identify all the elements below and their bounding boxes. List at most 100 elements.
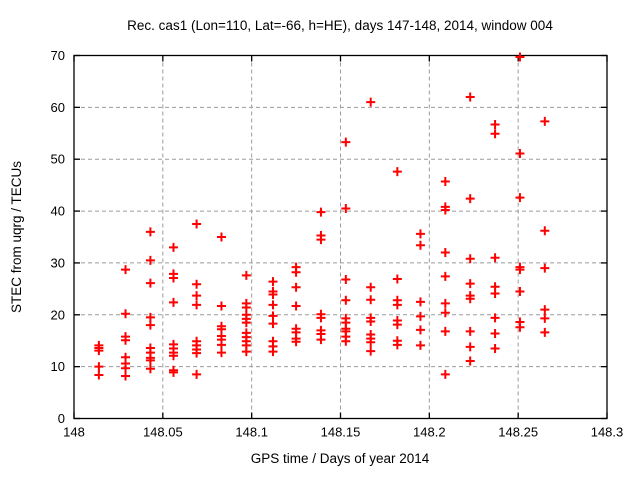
data-point-marker xyxy=(465,279,475,289)
data-point-marker xyxy=(168,351,178,361)
data-point-marker xyxy=(415,229,425,239)
y-tick-label: 0 xyxy=(58,411,65,426)
data-point-marker xyxy=(392,320,402,330)
y-tick-label: 20 xyxy=(51,307,65,322)
data-point-marker xyxy=(540,313,550,323)
y-tick-label: 50 xyxy=(51,152,65,167)
data-point-marker xyxy=(121,363,131,373)
x-axis-label: GPS time / Days of year 2014 xyxy=(251,451,430,466)
data-point-marker xyxy=(465,356,475,366)
data-point-marker xyxy=(216,348,226,358)
chart-title: Rec. cas1 (Lon=110, Lat=-66, h=HE), days… xyxy=(127,18,553,33)
data-point-marker xyxy=(440,308,450,318)
data-point-marker xyxy=(145,227,155,237)
data-point-marker xyxy=(168,297,178,307)
y-tick-label: 10 xyxy=(51,359,65,374)
y-tick-label: 70 xyxy=(51,48,65,63)
data-point-marker xyxy=(94,362,104,372)
data-point-marker xyxy=(415,325,425,335)
data-point-marker xyxy=(192,291,202,301)
data-point-marker xyxy=(291,282,301,292)
data-point-marker xyxy=(145,355,155,365)
data-point-marker xyxy=(540,226,550,236)
x-tick-label: 148.15 xyxy=(321,425,361,440)
data-point-marker xyxy=(366,295,376,305)
data-point-marker xyxy=(341,203,351,213)
data-point-marker xyxy=(366,317,376,327)
data-point-marker xyxy=(291,337,301,347)
data-point-marker xyxy=(415,240,425,250)
data-point-marker xyxy=(465,294,475,304)
data-point-marker xyxy=(268,319,278,329)
data-point-marker xyxy=(515,322,525,332)
data-point-marker xyxy=(145,255,155,265)
data-point-marker xyxy=(121,371,131,381)
data-point-marker xyxy=(216,340,226,350)
data-point-marker xyxy=(316,235,326,245)
data-point-marker xyxy=(241,318,251,328)
data-point-marker xyxy=(366,282,376,292)
data-point-marker xyxy=(440,369,450,379)
data-point-marker xyxy=(121,265,131,275)
data-point-marker xyxy=(268,290,278,300)
data-point-marker xyxy=(121,309,131,319)
data-point-marker xyxy=(490,328,500,338)
data-point-marker xyxy=(540,327,550,337)
data-point-marker xyxy=(440,326,450,336)
x-tick-label: 148.25 xyxy=(498,425,538,440)
data-point-marker xyxy=(465,92,475,102)
data-point-marker xyxy=(341,275,351,285)
data-point-marker xyxy=(440,298,450,308)
data-point-marker xyxy=(268,277,278,287)
data-point-marker xyxy=(291,301,301,311)
data-point-marker xyxy=(415,297,425,307)
data-point-marker xyxy=(515,286,525,296)
data-point-marker xyxy=(490,289,500,299)
data-point-marker xyxy=(168,242,178,252)
data-point-marker xyxy=(490,129,500,139)
data-point-marker xyxy=(268,311,278,321)
data-point-marker xyxy=(192,219,202,229)
y-axis-label: STEC from uqrg / TECUs xyxy=(9,161,24,313)
x-tick-label: 148 xyxy=(63,425,85,440)
data-point-marker xyxy=(515,149,525,159)
data-point-marker xyxy=(415,340,425,350)
data-point-marker xyxy=(415,311,425,321)
data-point-marker xyxy=(268,347,278,357)
grid xyxy=(74,55,607,419)
data-point-marker xyxy=(440,248,450,258)
data-point-marker xyxy=(216,301,226,311)
y-tick-label: 60 xyxy=(51,100,65,115)
data-point-marker xyxy=(192,279,202,289)
data-point-marker xyxy=(145,278,155,288)
data-point-marker xyxy=(168,367,178,377)
data-point-marker xyxy=(465,342,475,352)
data-point-marker xyxy=(440,205,450,215)
data-point-marker xyxy=(366,337,376,347)
data-point-marker xyxy=(192,348,202,358)
data-point-marker xyxy=(145,364,155,374)
y-tick-label: 40 xyxy=(51,204,65,219)
data-point-marker xyxy=(392,300,402,310)
data-point-marker xyxy=(490,313,500,323)
x-tick-label: 148.1 xyxy=(235,425,268,440)
data-point-marker xyxy=(241,347,251,357)
data-point-marker xyxy=(392,340,402,350)
data-point-marker xyxy=(440,271,450,281)
data-point-marker xyxy=(392,274,402,284)
data-point-marker xyxy=(168,273,178,283)
data-point-marker xyxy=(515,193,525,203)
data-point-marker xyxy=(316,207,326,217)
data-point-marker xyxy=(465,194,475,204)
x-tick-label: 148.2 xyxy=(413,425,446,440)
y-tick-label: 30 xyxy=(51,255,65,270)
data-point-marker xyxy=(316,313,326,323)
data-point-marker xyxy=(440,177,450,187)
data-point-marker xyxy=(515,265,525,275)
data-points xyxy=(94,52,550,381)
data-point-marker xyxy=(540,305,550,315)
axis-ticks xyxy=(73,54,608,420)
data-point-marker xyxy=(540,263,550,273)
